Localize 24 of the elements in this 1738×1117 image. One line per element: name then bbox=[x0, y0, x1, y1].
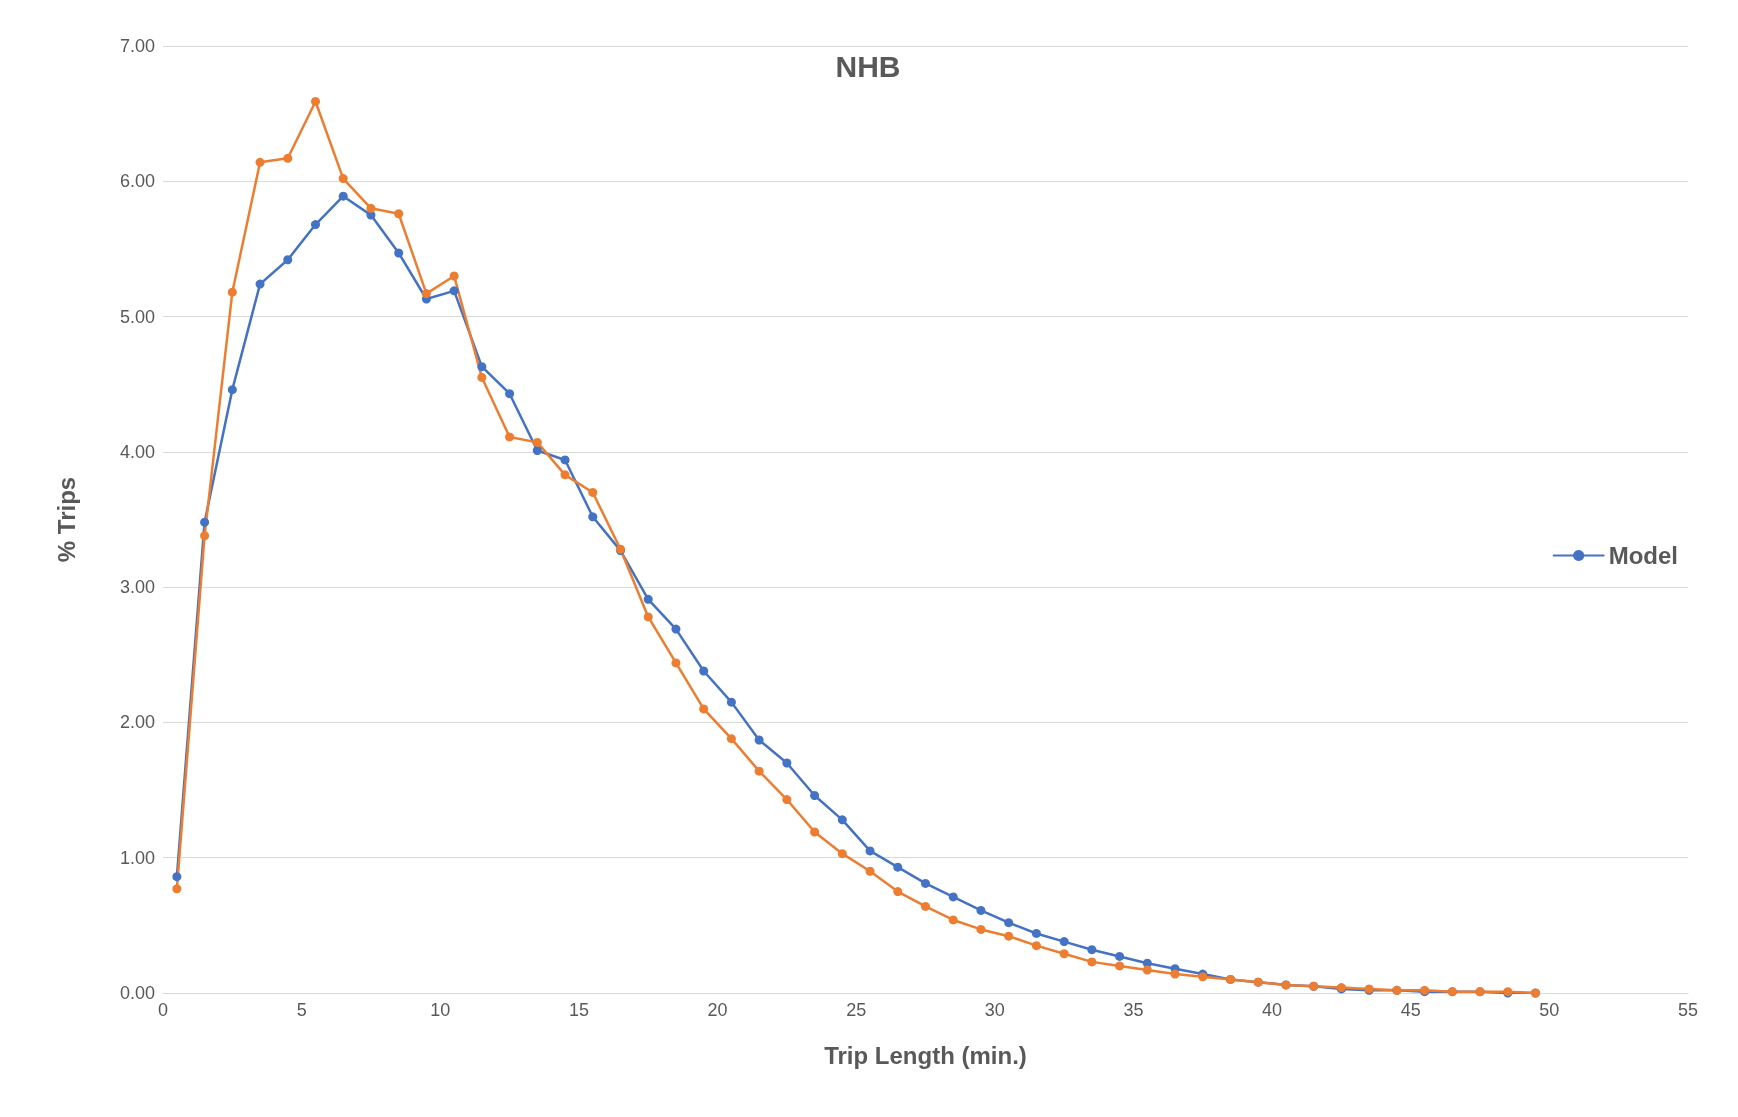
y-tick-label: 4.00 bbox=[119, 441, 155, 462]
x-tick-label: 50 bbox=[1539, 1000, 1560, 1020]
y-tick-label: 1.00 bbox=[119, 847, 155, 868]
y-tick-label: 7.00 bbox=[119, 36, 155, 56]
y-tick-label: 3.00 bbox=[119, 577, 155, 598]
x-tick-label: 20 bbox=[707, 1000, 728, 1020]
chart-title: NHB bbox=[835, 49, 901, 83]
x-tick-label: 5 bbox=[296, 1000, 307, 1020]
x-tick-label: 10 bbox=[430, 1000, 451, 1020]
x-tick-label: 35 bbox=[1123, 1000, 1144, 1020]
y-tick-label: 2.00 bbox=[119, 712, 155, 733]
y-tick-label: 0.00 bbox=[119, 983, 155, 1003]
x-tick-label: 0 bbox=[157, 1000, 169, 1020]
x-tick-label: 25 bbox=[846, 1000, 867, 1020]
legend-label: Model bbox=[1608, 542, 1678, 569]
x-axis-title: Trip Length (min.) bbox=[824, 1041, 1027, 1069]
x-tick-label: 15 bbox=[568, 1000, 589, 1020]
x-tick-label: 40 bbox=[1262, 1000, 1283, 1020]
y-axis-title: % Trips bbox=[52, 476, 80, 563]
y-tick-label: 6.00 bbox=[119, 171, 155, 192]
x-tick-label: 45 bbox=[1400, 1000, 1421, 1020]
y-tick-label: 5.00 bbox=[119, 306, 155, 327]
x-tick-label: 30 bbox=[984, 1000, 1005, 1020]
x-tick-label: 55 bbox=[1677, 1000, 1699, 1020]
